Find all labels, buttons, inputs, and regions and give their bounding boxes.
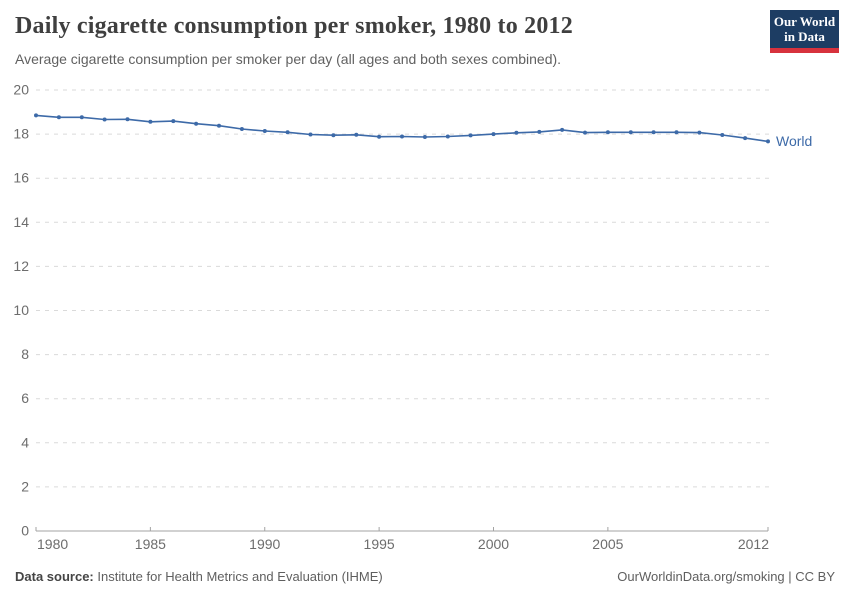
- series-end-label-world: World: [776, 133, 812, 149]
- data-point-marker: [79, 115, 84, 120]
- data-point-marker: [514, 130, 519, 135]
- data-point-marker: [651, 130, 656, 135]
- data-point-marker: [697, 130, 702, 135]
- data-point-marker: [331, 133, 336, 138]
- data-point-marker: [400, 134, 404, 139]
- data-point-marker: [674, 130, 679, 135]
- data-point-marker: [445, 134, 450, 139]
- data-source-label: Data source:: [15, 569, 94, 584]
- x-axis-tick-label: 2000: [478, 536, 509, 552]
- data-source-note: Data source: Institute for Health Metric…: [15, 569, 383, 584]
- data-point-marker: [605, 130, 610, 135]
- y-axis-tick-label: 14: [13, 214, 29, 230]
- data-point-marker: [583, 130, 587, 135]
- owid-logo: Our World in Data: [770, 10, 839, 53]
- data-point-marker: [766, 139, 770, 144]
- data-point-marker: [56, 115, 61, 120]
- attribution-note: OurWorldinData.org/smoking | CC BY: [617, 569, 835, 584]
- x-axis-tick-label: 1985: [135, 536, 166, 552]
- y-axis-tick-label: 16: [13, 170, 29, 186]
- x-axis-tick-label: 1995: [364, 536, 395, 552]
- data-point-marker: [102, 117, 107, 122]
- x-axis-tick-label: 2005: [592, 536, 623, 552]
- y-axis-tick-label: 6: [21, 390, 29, 406]
- y-axis-tick-label: 10: [13, 302, 29, 318]
- data-point-marker: [262, 129, 267, 133]
- x-axis-tick-label: 2012: [738, 536, 769, 552]
- x-axis-tick-label: 1990: [249, 536, 280, 552]
- data-point-marker: [125, 117, 130, 122]
- chart-subtitle: Average cigarette consumption per smoker…: [15, 51, 562, 67]
- data-point-marker: [491, 132, 496, 137]
- data-point-marker: [217, 123, 221, 128]
- data-point-marker: [377, 134, 382, 139]
- data-point-marker: [743, 136, 748, 141]
- data-point-marker: [171, 119, 176, 124]
- y-axis-tick-label: 12: [13, 258, 29, 274]
- data-point-marker: [468, 133, 473, 138]
- data-point-marker: [422, 135, 427, 139]
- owid-logo-line2: in Data: [784, 29, 825, 44]
- data-point-marker: [34, 113, 38, 118]
- x-axis-tick-label: 1980: [37, 536, 68, 552]
- data-point-marker: [285, 130, 290, 135]
- data-point-marker: [194, 121, 199, 126]
- data-point-marker: [239, 127, 244, 131]
- y-axis-tick-label: 8: [21, 346, 29, 362]
- y-axis-tick-label: 4: [21, 434, 29, 450]
- data-point-marker: [628, 130, 633, 135]
- data-point-marker: [308, 132, 313, 137]
- owid-logo-line1: Our World: [773, 14, 836, 29]
- y-axis-tick-label: 20: [13, 82, 29, 98]
- data-point-marker: [560, 127, 565, 132]
- y-axis-tick-label: 0: [21, 523, 29, 539]
- data-point-marker: [720, 133, 725, 137]
- y-axis-tick-label: 2: [21, 478, 29, 494]
- data-point-marker: [148, 119, 153, 124]
- data-point-marker: [354, 132, 359, 137]
- data-source-value: Institute for Health Metrics and Evaluat…: [93, 569, 383, 584]
- y-axis-tick-label: 18: [13, 126, 29, 142]
- chart-title: Daily cigarette consumption per smoker, …: [15, 13, 573, 39]
- data-point-marker: [537, 129, 542, 134]
